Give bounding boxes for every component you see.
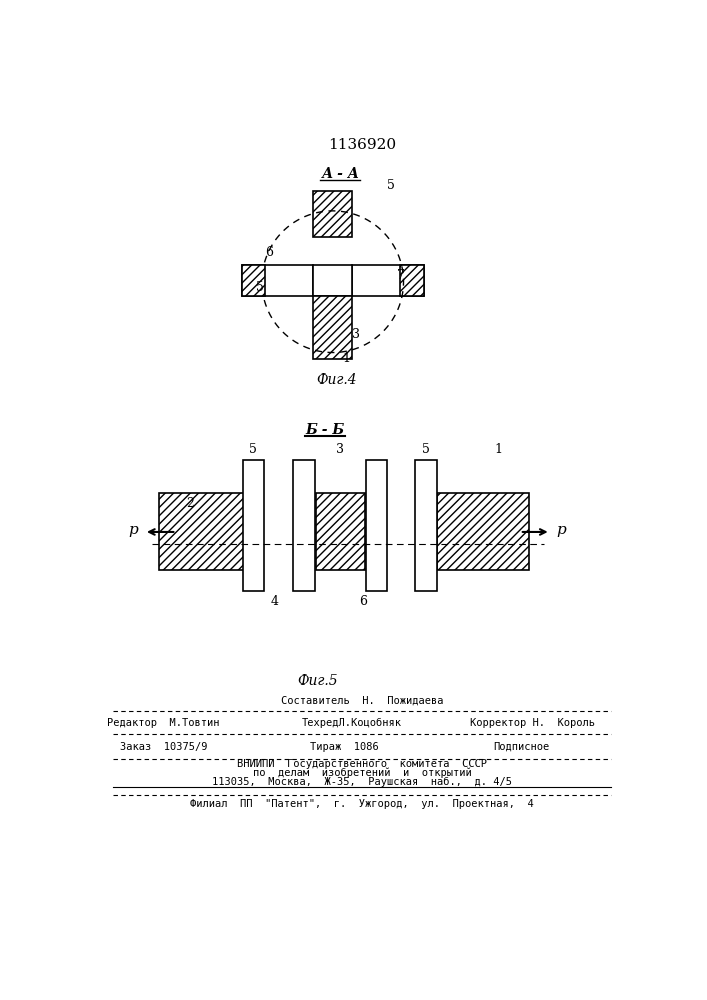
Text: 1136920: 1136920 (328, 138, 396, 152)
Text: 1: 1 (343, 352, 351, 365)
Text: 5: 5 (422, 443, 430, 456)
Text: 4: 4 (271, 595, 279, 608)
FancyBboxPatch shape (316, 493, 365, 570)
FancyBboxPatch shape (313, 191, 352, 237)
FancyBboxPatch shape (400, 265, 423, 296)
Text: Корректор Н.  Король: Корректор Н. Король (470, 718, 595, 728)
Text: А - А: А - А (322, 167, 359, 181)
FancyBboxPatch shape (437, 493, 529, 570)
Text: 7: 7 (397, 269, 404, 282)
Text: ТехредЛ.Коцобняк: ТехредЛ.Коцобняк (302, 718, 402, 728)
Text: Заказ  10375/9: Заказ 10375/9 (119, 742, 207, 752)
FancyBboxPatch shape (243, 460, 264, 591)
Text: Фиг.5: Фиг.5 (297, 674, 338, 688)
Text: Подписное: Подписное (493, 742, 549, 752)
Text: р: р (129, 523, 138, 537)
FancyBboxPatch shape (313, 296, 352, 359)
Text: 5: 5 (387, 179, 395, 192)
Text: 1: 1 (494, 443, 502, 456)
Text: 3: 3 (352, 328, 360, 341)
FancyBboxPatch shape (313, 265, 352, 296)
Text: Составитель  Н.  Пожидаева: Составитель Н. Пожидаева (281, 696, 443, 706)
Text: 6: 6 (266, 246, 274, 259)
FancyBboxPatch shape (242, 265, 313, 296)
Text: Фиг.4: Фиг.4 (316, 373, 357, 387)
Text: Редактор  М.Товтин: Редактор М.Товтин (107, 718, 220, 728)
FancyBboxPatch shape (293, 460, 315, 591)
Text: Б - Б: Б - Б (305, 423, 344, 437)
FancyBboxPatch shape (352, 265, 423, 296)
FancyBboxPatch shape (366, 460, 387, 591)
Text: 5: 5 (250, 443, 257, 456)
Text: по  делам  изобретений  и  открытий: по делам изобретений и открытий (252, 768, 472, 778)
Text: р: р (556, 523, 566, 537)
Text: Тираж  1086: Тираж 1086 (310, 742, 379, 752)
FancyBboxPatch shape (160, 493, 244, 570)
Text: 6: 6 (359, 595, 368, 608)
Text: 5: 5 (256, 281, 264, 294)
Text: 113035,  Москва,  Ж-35,  Раушская  наб.,  д. 4/5: 113035, Москва, Ж-35, Раушская наб., д. … (212, 777, 512, 787)
Text: 2: 2 (187, 497, 194, 510)
Text: ВНИИПИ  Государственного  комитета  СССР: ВНИИПИ Государственного комитета СССР (237, 759, 487, 769)
FancyBboxPatch shape (242, 265, 265, 296)
Text: 3: 3 (337, 443, 344, 456)
Text: Филиал  ПП  "Патент",  г.  Ужгород,  ул.  Проектная,  4: Филиал ПП "Патент", г. Ужгород, ул. Прое… (190, 799, 534, 809)
FancyBboxPatch shape (415, 460, 437, 591)
